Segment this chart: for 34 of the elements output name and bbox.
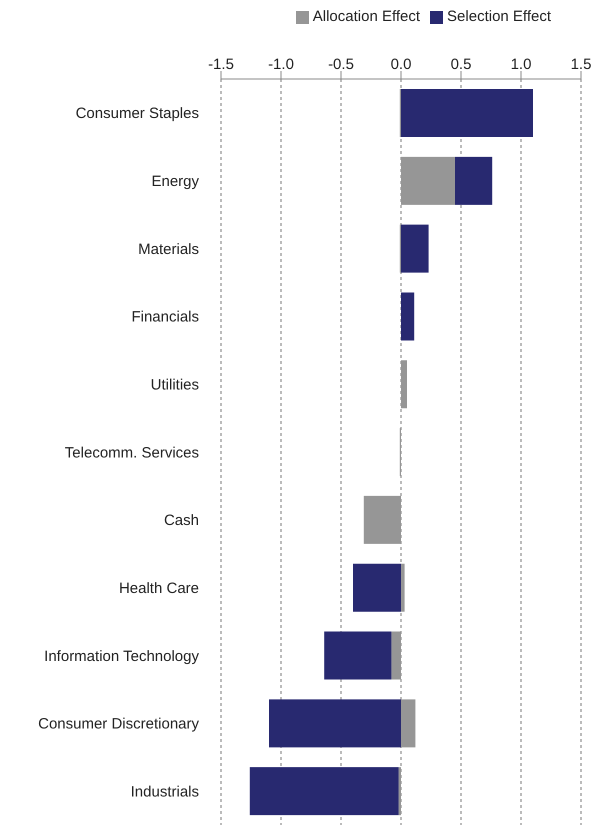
bar	[269, 699, 401, 748]
legend-label: Selection Effect	[447, 8, 551, 25]
x-tick-label: -1.5	[208, 56, 234, 73]
x-tick-label: -1.0	[268, 56, 294, 73]
bar	[401, 360, 407, 408]
y-tick-label: Utilities	[150, 376, 199, 394]
bar	[391, 632, 401, 680]
y-tick-label: Financials	[131, 308, 199, 326]
y-tick-label: Health Care	[118, 580, 199, 597]
bar	[364, 496, 401, 544]
bar	[324, 632, 392, 680]
y-tick-label: Energy	[151, 173, 200, 190]
y-tick-label: Industrials	[130, 783, 199, 800]
x-tick-label: 1.0	[510, 56, 532, 73]
bar	[401, 292, 414, 340]
y-tick-label: Consumer Staples	[76, 105, 199, 122]
bar	[455, 156, 492, 205]
bar	[250, 767, 399, 816]
x-tick-label: -0.5	[328, 56, 354, 73]
legend-label: Allocation Effect	[312, 8, 420, 25]
x-tick-label: 0.5	[450, 56, 472, 73]
y-tick-label: Cash	[164, 512, 199, 530]
bar	[401, 89, 533, 137]
y-tick-label: Consumer Discretionary	[38, 716, 200, 733]
bar	[401, 156, 455, 205]
x-tick-label: 0.0	[390, 56, 412, 73]
bar	[353, 564, 401, 612]
bar	[401, 224, 429, 273]
bar	[401, 699, 416, 748]
bar	[401, 564, 405, 612]
x-tick-label: 1.5	[570, 56, 592, 73]
y-tick-label: Telecomm. Services	[64, 444, 199, 462]
y-tick-label: Materials	[138, 240, 199, 258]
y-tick-label: Information Technology	[44, 648, 200, 665]
